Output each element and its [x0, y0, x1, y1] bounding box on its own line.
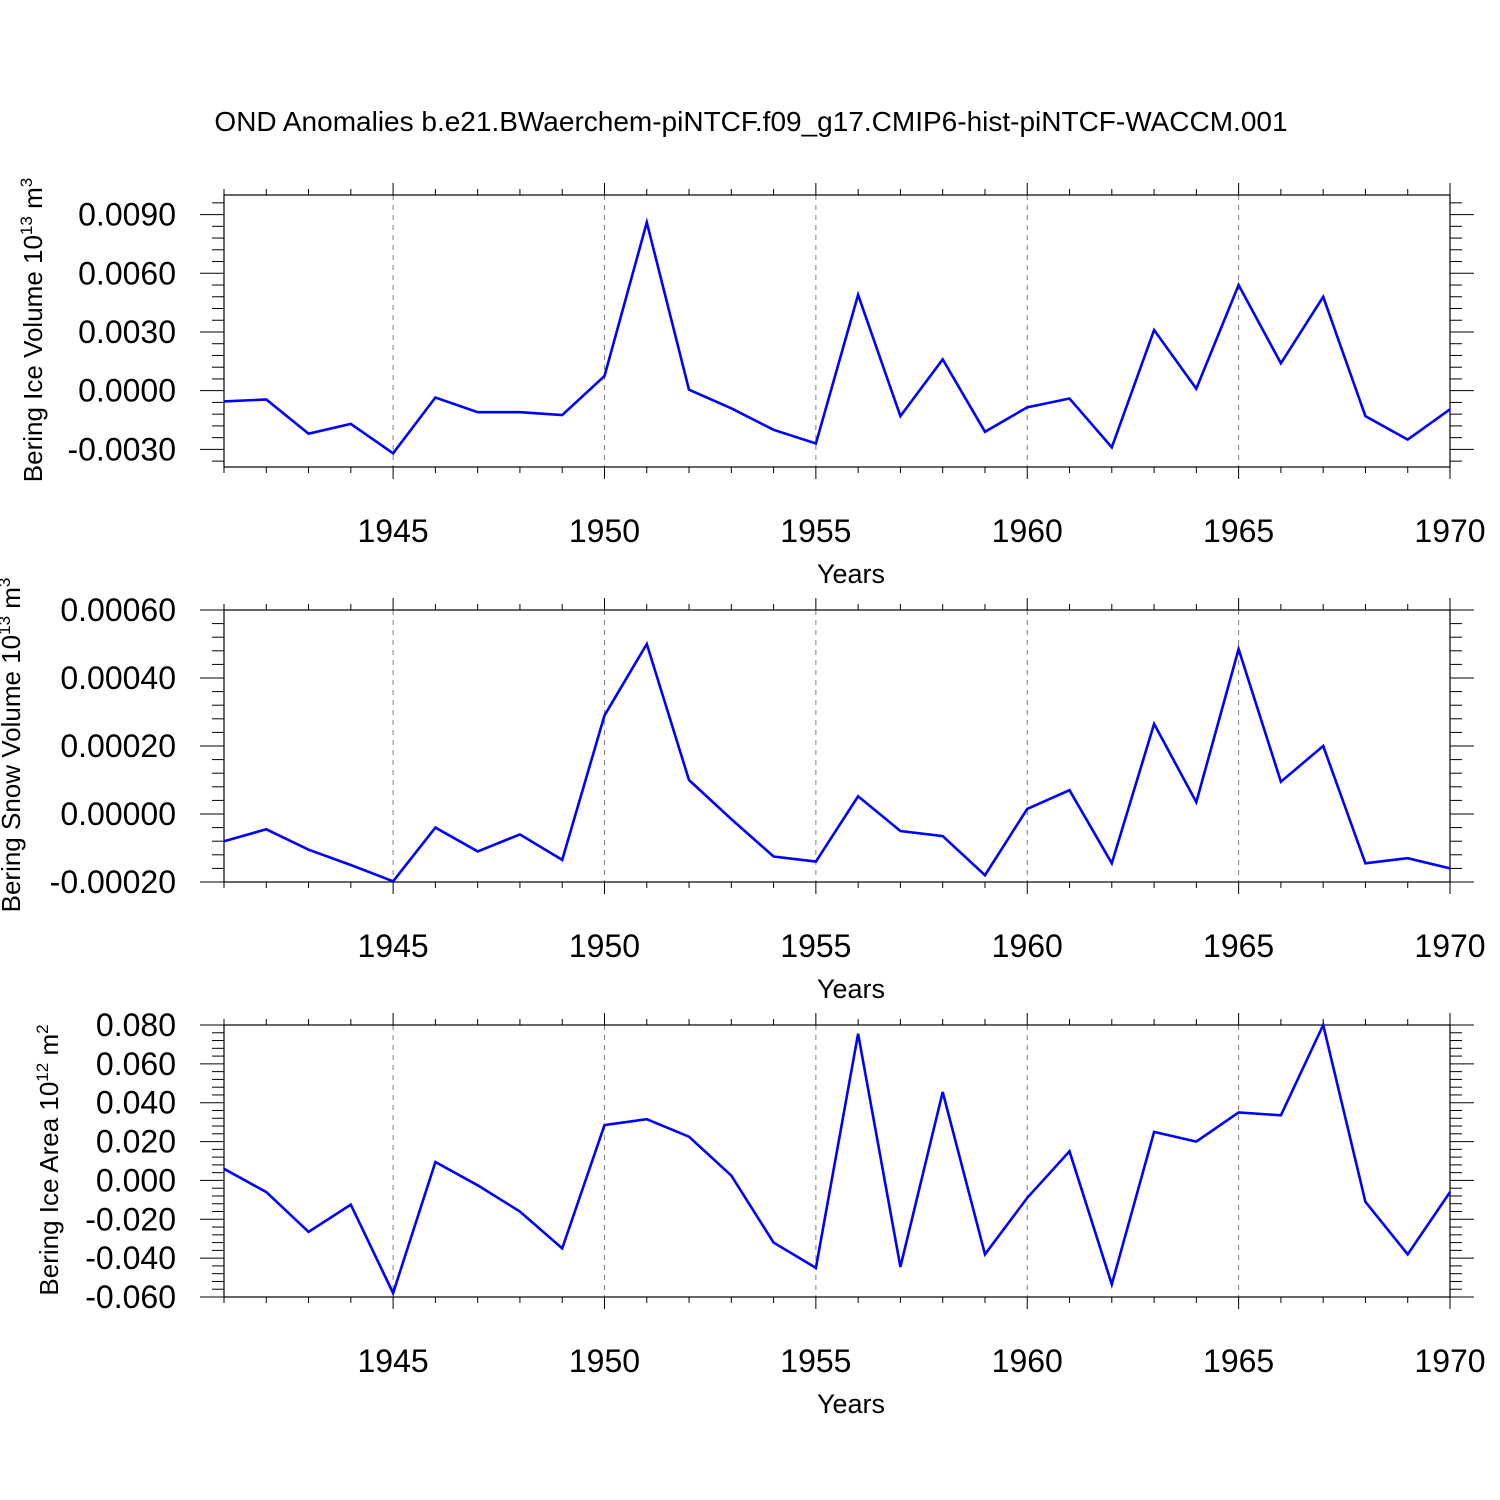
x-tick-label: 1970 [1414, 928, 1485, 964]
x-tick-label: 1970 [1414, 1343, 1485, 1379]
y-tick-label: 0.00020 [60, 728, 176, 764]
y-tick-label: 0.0060 [78, 255, 176, 291]
x-tick-label: 1960 [992, 513, 1063, 549]
y-tick-label: 0.060 [96, 1046, 176, 1082]
y-tick-label: 0.0000 [78, 373, 176, 409]
x-tick-label: 1950 [569, 928, 640, 964]
series-line [223, 217, 1451, 456]
y-axis-label: Bering Snow Volume 1013 m3 [0, 578, 26, 913]
x-tick-label: 1945 [358, 513, 429, 549]
x-tick-label: 1950 [569, 1343, 640, 1379]
x-axis-label: Years [817, 1389, 885, 1419]
y-tick-label: 0.020 [96, 1124, 176, 1160]
y-tick-label: -0.040 [85, 1240, 176, 1276]
series-line [223, 1021, 1452, 1297]
x-tick-label: 1965 [1203, 513, 1274, 549]
y-tick-label: -0.060 [85, 1279, 176, 1315]
x-tick-label: 1965 [1203, 928, 1274, 964]
y-tick-label: 0.0030 [78, 314, 176, 350]
x-tick-label: 1970 [1414, 513, 1485, 549]
x-axis-label: Years [817, 974, 885, 1004]
series-line [223, 640, 1451, 883]
y-tick-label: 0.000 [96, 1162, 176, 1198]
plot-frame [223, 1024, 1451, 1298]
x-tick-label: 1945 [358, 1343, 429, 1379]
chart-panels: 1945 1950 1955 1960 1965 1970 -0.0030 0.0000 0.0… [0, 178, 1486, 1419]
y-tick-label: 0.00060 [60, 592, 176, 628]
y-tick-label: 0.00040 [60, 660, 176, 696]
x-tick-label: 1960 [992, 928, 1063, 964]
y-tick-label: 0.040 [96, 1085, 176, 1121]
x-tick-label: 1945 [358, 928, 429, 964]
y-tick-label: 0.00000 [60, 796, 176, 832]
x-tick-label: 1955 [780, 513, 851, 549]
y-axis-label: Bering Ice Volume 1013 m3 [17, 178, 48, 482]
y-tick-label: 0.080 [96, 1007, 176, 1043]
x-tick-label: 1950 [569, 513, 640, 549]
y-tick-label: -0.020 [85, 1201, 176, 1237]
y-tick-label: -0.00020 [50, 864, 176, 900]
chart-panel-2: 1945 1950 1955 1960 1965 1970 -0.00020 0.00000 0… [0, 578, 1486, 1004]
y-axis-label: Bering Ice Area 1012 m2 [33, 1024, 64, 1295]
figure-title: OND Anomalies b.e21.BWaerchem-piNTCF.f09… [214, 106, 1287, 137]
plot-frame [223, 194, 1451, 468]
chart-panel-3: 1945 1950 1955 1960 1965 1970 -0.060-0.040-0.0… [33, 1007, 1486, 1419]
y-tick-label: -0.0030 [67, 431, 176, 467]
x-tick-label: 1965 [1203, 1343, 1274, 1379]
x-tick-label: 1955 [780, 1343, 851, 1379]
y-tick-label: 0.0090 [78, 197, 176, 233]
x-tick-label: 1955 [780, 928, 851, 964]
chart-panel-1: 1945 1950 1955 1960 1965 1970 -0.0030 0.0000 0.0… [17, 178, 1486, 589]
x-axis-label: Years [817, 559, 885, 589]
x-tick-label: 1960 [992, 1343, 1063, 1379]
